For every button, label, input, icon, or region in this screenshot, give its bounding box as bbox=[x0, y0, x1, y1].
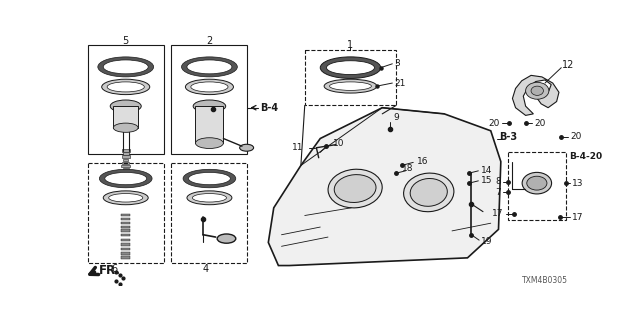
Bar bbox=[121, 226, 131, 228]
Text: 17: 17 bbox=[492, 210, 504, 219]
Bar bbox=[88, 44, 164, 154]
Bar bbox=[88, 163, 164, 263]
Ellipse shape bbox=[195, 138, 223, 148]
Bar bbox=[113, 106, 138, 128]
Bar bbox=[121, 214, 131, 216]
Text: 1: 1 bbox=[348, 40, 353, 50]
Bar bbox=[122, 171, 129, 173]
Text: 10: 10 bbox=[333, 139, 344, 148]
Ellipse shape bbox=[183, 169, 236, 188]
Text: 11: 11 bbox=[292, 143, 303, 152]
Text: 13: 13 bbox=[572, 179, 584, 188]
Ellipse shape bbox=[189, 172, 230, 185]
Ellipse shape bbox=[522, 172, 552, 194]
Ellipse shape bbox=[527, 176, 547, 190]
Ellipse shape bbox=[217, 234, 236, 243]
Text: 9: 9 bbox=[394, 113, 399, 122]
Ellipse shape bbox=[326, 61, 374, 75]
Ellipse shape bbox=[330, 82, 371, 90]
Ellipse shape bbox=[103, 60, 148, 74]
Bar bbox=[121, 229, 131, 232]
Bar bbox=[123, 152, 129, 155]
Ellipse shape bbox=[105, 172, 147, 185]
Polygon shape bbox=[268, 108, 501, 266]
Text: 20: 20 bbox=[534, 119, 545, 128]
Ellipse shape bbox=[186, 79, 234, 95]
Ellipse shape bbox=[113, 123, 138, 132]
Ellipse shape bbox=[525, 82, 549, 99]
Bar bbox=[121, 234, 131, 236]
Bar bbox=[123, 168, 129, 170]
Bar bbox=[121, 243, 131, 245]
Text: B-4: B-4 bbox=[260, 103, 278, 113]
Ellipse shape bbox=[531, 86, 543, 95]
Ellipse shape bbox=[107, 82, 145, 92]
Ellipse shape bbox=[98, 57, 154, 77]
Ellipse shape bbox=[193, 194, 227, 202]
Text: 4: 4 bbox=[202, 264, 209, 275]
Bar bbox=[121, 239, 131, 241]
Text: B-3: B-3 bbox=[499, 132, 517, 142]
Ellipse shape bbox=[187, 60, 232, 74]
Bar bbox=[305, 50, 396, 105]
Ellipse shape bbox=[193, 100, 226, 112]
Text: 17: 17 bbox=[572, 212, 584, 221]
Text: 8: 8 bbox=[495, 177, 501, 186]
Bar bbox=[122, 156, 129, 158]
Text: FR.: FR. bbox=[99, 264, 120, 277]
Text: 5: 5 bbox=[123, 36, 129, 46]
Text: 14: 14 bbox=[481, 165, 492, 175]
Text: 20: 20 bbox=[571, 132, 582, 141]
Bar bbox=[121, 218, 131, 220]
Ellipse shape bbox=[334, 175, 376, 203]
Bar bbox=[172, 44, 248, 154]
Text: 18: 18 bbox=[402, 164, 413, 173]
Text: 6: 6 bbox=[111, 264, 117, 275]
Bar bbox=[122, 162, 129, 164]
Ellipse shape bbox=[324, 79, 377, 93]
Text: TXM4B0305: TXM4B0305 bbox=[522, 276, 568, 285]
Bar bbox=[124, 174, 128, 176]
Text: 15: 15 bbox=[481, 176, 492, 185]
Ellipse shape bbox=[187, 191, 232, 205]
Bar bbox=[121, 248, 131, 250]
Bar bbox=[195, 106, 223, 143]
Bar bbox=[121, 222, 131, 224]
Ellipse shape bbox=[191, 82, 228, 92]
Ellipse shape bbox=[410, 179, 447, 206]
Ellipse shape bbox=[328, 169, 382, 208]
Bar bbox=[121, 252, 131, 255]
Text: 12: 12 bbox=[562, 60, 575, 70]
Ellipse shape bbox=[182, 57, 237, 77]
Ellipse shape bbox=[404, 173, 454, 212]
Ellipse shape bbox=[102, 79, 150, 95]
Bar bbox=[123, 178, 129, 180]
Ellipse shape bbox=[320, 57, 381, 78]
Ellipse shape bbox=[109, 194, 143, 202]
Text: B-4-20: B-4-20 bbox=[569, 152, 602, 161]
Text: 3: 3 bbox=[395, 59, 401, 68]
Text: 7: 7 bbox=[495, 188, 501, 197]
Ellipse shape bbox=[103, 191, 148, 205]
Text: 16: 16 bbox=[417, 157, 429, 166]
Ellipse shape bbox=[239, 144, 253, 151]
Bar bbox=[122, 165, 130, 167]
Text: 19: 19 bbox=[481, 237, 493, 246]
Bar bbox=[172, 163, 248, 263]
Text: 20: 20 bbox=[489, 119, 500, 128]
Bar bbox=[122, 149, 129, 152]
Polygon shape bbox=[513, 75, 559, 116]
Bar bbox=[123, 158, 129, 161]
Text: 2: 2 bbox=[206, 36, 212, 46]
Bar bbox=[508, 152, 566, 220]
Ellipse shape bbox=[99, 169, 152, 188]
Bar bbox=[121, 256, 131, 259]
Ellipse shape bbox=[110, 100, 141, 112]
Text: 21: 21 bbox=[395, 78, 406, 88]
